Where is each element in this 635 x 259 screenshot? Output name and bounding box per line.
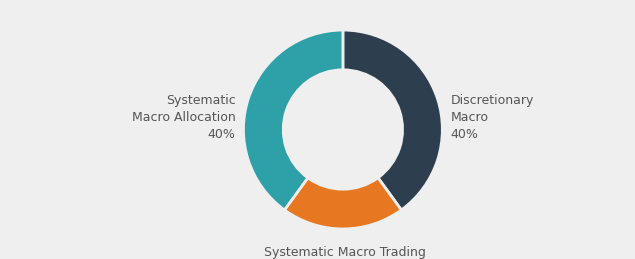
Text: Discretionary
Macro
40%: Discretionary Macro 40% <box>450 94 533 141</box>
Wedge shape <box>243 30 343 210</box>
Text: Systematic
Macro Allocation
40%: Systematic Macro Allocation 40% <box>131 94 236 141</box>
Wedge shape <box>284 178 401 229</box>
Wedge shape <box>343 30 443 210</box>
Text: Systematic Macro Trading
20%: Systematic Macro Trading 20% <box>264 246 426 259</box>
